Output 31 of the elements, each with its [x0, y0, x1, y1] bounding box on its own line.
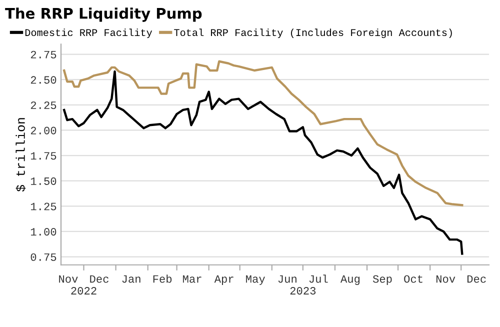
x-tick-label: Sep: [372, 275, 392, 285]
x-tick-label: May: [246, 275, 265, 285]
y-tick-label: 2.25: [30, 101, 56, 110]
line-series: [62, 60, 464, 206]
x-tick-label: Jan: [122, 275, 140, 283]
y-tick-label: 1.00: [30, 228, 56, 236]
x-tick-label: Dec: [467, 275, 486, 283]
x-tick-label: Nov: [436, 275, 456, 283]
x-tick-label: Mar: [182, 275, 202, 283]
y-tick-label: 0.75: [30, 253, 56, 261]
y-tick-label: 1.25: [30, 202, 56, 210]
legend-label: Total RRP Facility (Includes Foreign Accounts): [174, 28, 452, 38]
x2-tick-label: 2022: [71, 287, 96, 295]
y-tick-label: 2.00: [30, 126, 56, 134]
y-tick-label: 1.75: [30, 152, 56, 160]
y-tick-label: 1.50: [30, 177, 56, 185]
x-tick-label: Oct: [404, 275, 422, 283]
x2-tick-label: 2023: [290, 287, 316, 295]
x-tick-label: Feb: [153, 274, 172, 283]
x-tick-label: Nov: [59, 275, 78, 283]
y-tick-label: 2.50: [30, 76, 56, 84]
x-tick-label: Dec: [90, 275, 108, 283]
y-axis-title: $ trillion: [16, 118, 26, 192]
x-tick-label: Jul: [309, 274, 328, 283]
x-tick-label: Jun: [278, 275, 296, 283]
x-tick-label: Aug: [340, 275, 360, 285]
line-series: [62, 70, 464, 255]
chart-title: The RRP Liquidity Pump: [5, 8, 202, 22]
y-tick-label: 2.75: [30, 50, 56, 58]
x-tick-label: Apr: [214, 275, 234, 285]
legend-label: Domestic RRP Facility: [25, 28, 152, 38]
